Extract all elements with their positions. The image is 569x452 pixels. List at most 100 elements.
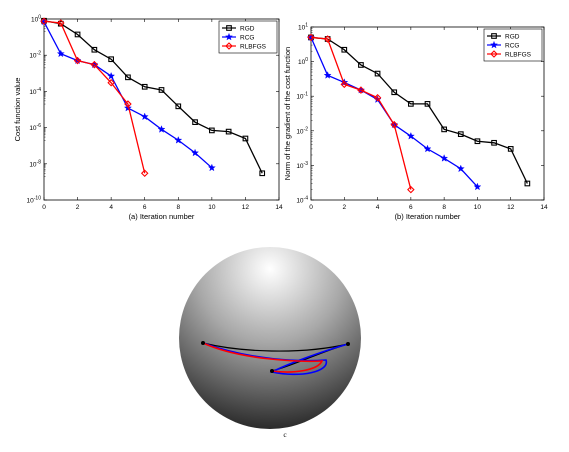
data-point-rgd	[491, 139, 497, 146]
legend-label-rcg: RCG	[240, 34, 254, 41]
data-point-rlbfgs	[407, 185, 415, 194]
x-tick-label: 6	[143, 204, 147, 211]
legend-label-rlbfgs: RLBFGS	[240, 43, 267, 50]
panel-c-caption: c	[283, 430, 287, 439]
legend-label-rlbfgs: RLBFGS	[505, 51, 532, 58]
data-point-rcg	[140, 112, 149, 121]
data-point-rcg	[440, 154, 449, 162]
data-point-rlbfgs	[57, 19, 65, 27]
chart-gradient-norm: 0 2 4 6 8 10 12 14 101 100 10-1 10-2 10-3 10-4 RGD RCG R…	[283, 23, 548, 222]
data-point-rgd	[125, 74, 131, 81]
data-point-rgd	[158, 87, 165, 93]
x-tick-label: 8	[176, 204, 180, 211]
x-tick-label: 10	[208, 204, 216, 211]
data-point-rgd	[108, 56, 114, 63]
y-axis-label: Norm of the gradient of the cost functio…	[283, 47, 292, 180]
series-line-rlbfgs	[43, 20, 146, 174]
x-tick-label: 4	[376, 204, 380, 211]
y-tick-label: 10-2	[29, 51, 41, 60]
y-tick-label: 10-8	[29, 159, 41, 168]
data-point-rlbfgs	[390, 120, 398, 129]
sphere-panel: c	[179, 247, 361, 439]
y-tick-label: 10-1	[296, 92, 308, 101]
legend-marker-rcg	[225, 32, 233, 41]
data-point-rgd	[507, 146, 514, 152]
data-point-rgd	[358, 62, 364, 68]
legend-label-rgd: RGD	[505, 33, 520, 40]
data-point-rgd	[391, 89, 398, 96]
data-point-rcg	[423, 144, 432, 153]
y-axis-label: Cost function value	[13, 78, 22, 142]
data-point-rcg	[157, 125, 166, 133]
data-point-rlbfgs	[124, 100, 132, 108]
x-tick-label: 6	[409, 204, 413, 211]
legend-marker-rlbfgs	[225, 42, 233, 50]
data-point-rgd	[242, 135, 249, 142]
data-point-rlbfgs	[140, 169, 149, 178]
y-tick-label: 10-4	[296, 196, 308, 205]
data-point-rcg	[207, 163, 216, 172]
data-point-rgd	[374, 70, 381, 77]
x-tick-label: 8	[442, 204, 446, 211]
start-point-marker	[201, 341, 205, 345]
y-tick-label: 10-2	[296, 126, 308, 135]
data-point-rgd	[341, 46, 348, 53]
data-point-rlbfgs	[90, 60, 99, 69]
y-tick-label: 100	[298, 57, 308, 66]
sphere	[179, 247, 361, 429]
y-tick-label: 10-6	[29, 123, 41, 132]
data-point-rgd	[259, 170, 266, 177]
end-point-marker	[346, 342, 350, 346]
data-point-rcg	[473, 182, 482, 191]
data-point-rgd	[192, 119, 198, 126]
x-tick-label: 10	[474, 204, 482, 211]
x-tick-label: 2	[342, 204, 346, 211]
y-tick-label: 101	[298, 23, 308, 32]
x-tick-label: 0	[42, 204, 46, 211]
data-point-rgd	[225, 128, 232, 135]
data-point-rgd	[457, 131, 464, 138]
x-tick-label: 12	[242, 204, 250, 211]
data-point-rlbfgs	[107, 78, 115, 87]
legend-marker-rlbfgs	[490, 50, 498, 58]
x-tick-label: 14	[275, 204, 283, 211]
x-tick-label: 0	[309, 204, 313, 211]
x-axis-label: (b) Iteration number	[395, 212, 461, 221]
data-point-rgd	[408, 101, 414, 107]
data-point-rcg	[191, 148, 200, 157]
data-point-rlbfgs	[357, 86, 365, 94]
x-tick-label: 4	[109, 204, 113, 211]
trajectory-rlbfgs	[202, 342, 324, 373]
data-point-rgd	[74, 31, 81, 38]
legend-label-rcg: RCG	[505, 42, 519, 49]
legend-marker-rgd	[491, 33, 497, 39]
data-point-rlbfgs	[73, 56, 82, 65]
data-point-rgd	[424, 101, 431, 107]
data-point-rgd	[141, 83, 148, 90]
x-tick-label: 12	[507, 204, 515, 211]
legend-label-rgd: RGD	[240, 25, 255, 32]
data-point-rcg	[323, 71, 332, 79]
y-tick-label: 10-10	[27, 196, 42, 205]
y-tick-label: 10-3	[296, 161, 308, 170]
data-point-rcg	[174, 136, 183, 144]
data-point-rcg	[56, 49, 65, 58]
data-point-rlbfgs	[307, 33, 315, 42]
x-tick-label: 2	[76, 204, 80, 211]
data-point-rgd	[209, 127, 215, 134]
x-axis-label: (a) Iteration number	[129, 212, 195, 221]
legend-marker-rcg	[490, 40, 498, 49]
data-point-rcg	[406, 131, 415, 140]
data-point-rlbfgs	[373, 94, 382, 102]
series-line-rlbfgs	[310, 36, 412, 190]
data-point-rlbfgs	[40, 17, 48, 26]
data-point-rlbfgs	[340, 80, 349, 89]
x-tick-label: 14	[540, 204, 548, 211]
data-point-rcg	[456, 164, 465, 173]
data-point-rgd	[474, 138, 481, 145]
data-point-rgd	[91, 46, 98, 53]
data-point-rgd	[441, 126, 447, 133]
y-tick-label: 10-4	[29, 87, 41, 96]
data-point-rgd	[524, 180, 531, 187]
